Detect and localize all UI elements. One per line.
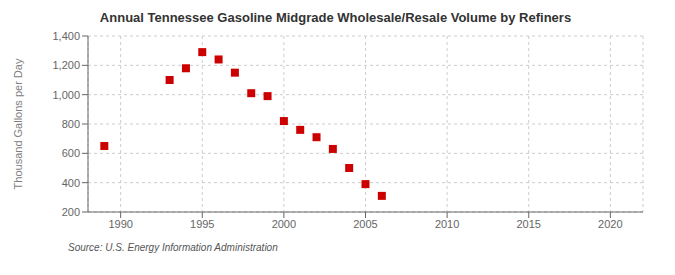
- svg-text:1995: 1995: [190, 218, 214, 230]
- svg-text:600: 600: [62, 147, 80, 159]
- svg-text:2000: 2000: [272, 218, 296, 230]
- svg-text:2015: 2015: [516, 218, 540, 230]
- svg-text:1,000: 1,000: [52, 89, 80, 101]
- svg-text:2010: 2010: [435, 218, 459, 230]
- svg-text:2020: 2020: [598, 218, 622, 230]
- svg-text:1,200: 1,200: [52, 59, 80, 71]
- svg-text:800: 800: [62, 118, 80, 130]
- html-text:Annual Tennessee Gasoline Midg: Annual Tennessee Gasoline Midgrade Whole…: [99, 10, 572, 25]
- svg-text:2005: 2005: [353, 218, 377, 230]
- svg-text:Thousand Gallons per Day: Thousand Gallons per Day: [12, 58, 24, 189]
- svg-text:1,400: 1,400: [52, 30, 80, 42]
- svg-text:200: 200: [62, 206, 80, 218]
- svg-text:400: 400: [62, 177, 80, 189]
- svg-text:1990: 1990: [108, 218, 132, 230]
- html-text:Source: U.S. Energy Informatio: Source: U.S. Energy Information Administ…: [68, 242, 278, 253]
